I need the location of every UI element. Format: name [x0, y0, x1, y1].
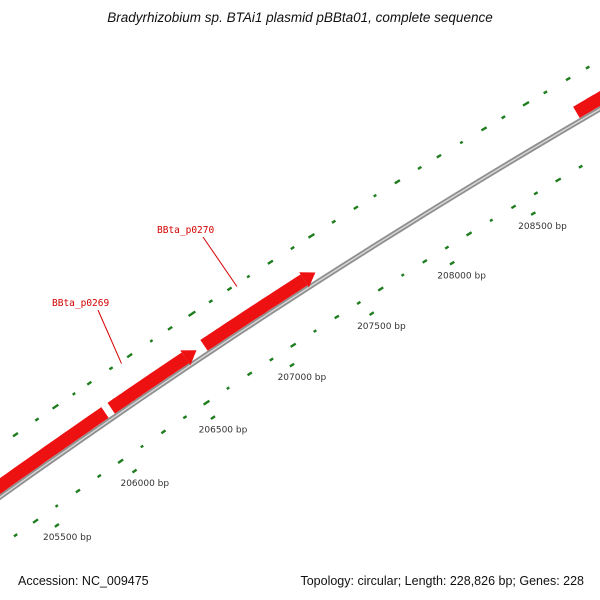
- feature-tick-icon: [51, 403, 59, 410]
- gene-arrow[interactable]: [107, 352, 190, 414]
- feature-tick-icon: [449, 260, 455, 266]
- feature-tick-icon: [149, 339, 154, 343]
- feature-tick-icon: [126, 352, 133, 359]
- status-bar: Accession: NC_009475 Topology: circular;…: [0, 574, 600, 588]
- feature-tick-icon: [117, 458, 124, 464]
- feature-tick-icon: [313, 329, 317, 333]
- gene-callout-line: [202, 236, 238, 287]
- feature-tick-icon: [465, 231, 473, 237]
- feature-tick-icon: [32, 518, 39, 524]
- feature-tick-icon: [75, 488, 81, 494]
- gene-arrow[interactable]: [200, 274, 308, 351]
- feature-tick-icon: [131, 468, 138, 474]
- gene-arrow[interactable]: [0, 407, 109, 528]
- feature-tick-icon: [246, 371, 253, 377]
- feature-tick-icon: [226, 286, 233, 292]
- feature-tick-icon: [246, 274, 251, 279]
- feature-tick-icon: [543, 90, 548, 95]
- feature-tick-icon: [530, 211, 537, 216]
- gene-label[interactable]: BBta_p0270: [157, 225, 214, 236]
- sequence-title: Bradyrhizobium sp. BTAi1 plasmid pBBta01…: [107, 10, 493, 25]
- feature-tick-icon: [585, 65, 590, 70]
- feature-tick-icon: [480, 126, 488, 132]
- ruler-label: 207000 bp: [278, 373, 327, 383]
- feature-tick-icon: [54, 504, 59, 508]
- feature-tick-icon: [459, 140, 464, 145]
- ruler-label: 206500 bp: [199, 426, 248, 436]
- feature-tick-icon: [208, 299, 214, 304]
- feature-tick-icon: [202, 399, 211, 406]
- feature-tick-icon: [510, 204, 517, 210]
- gene-arrowhead-icon: [180, 350, 197, 366]
- feature-tick-icon: [522, 100, 530, 107]
- feature-tick-icon: [353, 205, 359, 211]
- feature-tick-icon: [489, 218, 494, 223]
- ruler-label: 206000 bp: [120, 479, 169, 489]
- feature-tick-icon: [96, 473, 102, 479]
- feature-tick-icon: [578, 164, 583, 169]
- feature-tick-icon: [140, 444, 144, 449]
- feature-tick-icon: [331, 219, 337, 224]
- feature-tick-icon: [108, 366, 114, 371]
- gene-callout-line: [97, 309, 122, 364]
- feature-tick-icon: [210, 415, 216, 420]
- feature-tick-icon: [167, 325, 173, 331]
- gene-label[interactable]: BBta_p0269: [52, 298, 109, 309]
- feature-tick-icon: [267, 259, 274, 265]
- feature-tick-icon: [373, 193, 377, 198]
- topology-text: Topology: circular; Length: 228,826 bp; …: [300, 574, 584, 588]
- feature-tick-icon: [444, 245, 450, 250]
- feature-tick-icon: [54, 523, 60, 528]
- feature-tick-icon: [72, 392, 76, 396]
- feature-tick-icon: [400, 273, 405, 277]
- feature-tick-icon: [500, 115, 506, 120]
- feature-tick-icon: [422, 258, 428, 264]
- ruler-label: 208500 bp: [518, 222, 567, 232]
- accession-text: Accession: NC_009475: [18, 574, 149, 588]
- feature-tick-icon: [86, 380, 93, 386]
- ruler-label: 207500 bp: [357, 322, 406, 332]
- feature-tick-icon: [394, 179, 401, 185]
- feature-tick-icon: [377, 286, 384, 292]
- ruler-label: 205500 bp: [43, 533, 92, 543]
- feature-tick-icon: [290, 342, 297, 348]
- feature-tick-icon: [290, 245, 295, 251]
- feature-tick-icon: [269, 357, 274, 362]
- feature-tick-icon: [417, 165, 423, 171]
- feature-tick-icon: [289, 362, 295, 368]
- feature-tick-icon: [334, 314, 340, 320]
- feature-tick-icon: [34, 417, 40, 422]
- feature-tick-icon: [368, 311, 375, 317]
- gene-arrow[interactable]: [573, 72, 600, 118]
- backbone-core-line: [0, 108, 600, 499]
- feature-tick-icon: [182, 415, 188, 420]
- feature-tick-icon: [533, 191, 539, 196]
- feature-tick-icon: [356, 300, 362, 306]
- feature-tick-icon: [555, 177, 562, 183]
- feature-tick-icon: [307, 232, 316, 239]
- feature-tick-icon: [226, 386, 230, 391]
- feature-tick-icon: [13, 533, 18, 538]
- feature-tick-icon: [436, 153, 442, 159]
- feature-tick-icon: [160, 429, 167, 435]
- gene-arrowhead-icon: [299, 272, 316, 288]
- feature-tick-icon: [565, 76, 571, 82]
- feature-tick-icon: [187, 310, 196, 317]
- feature-tick-icon: [12, 432, 19, 438]
- ruler-label: 208000 bp: [437, 271, 486, 281]
